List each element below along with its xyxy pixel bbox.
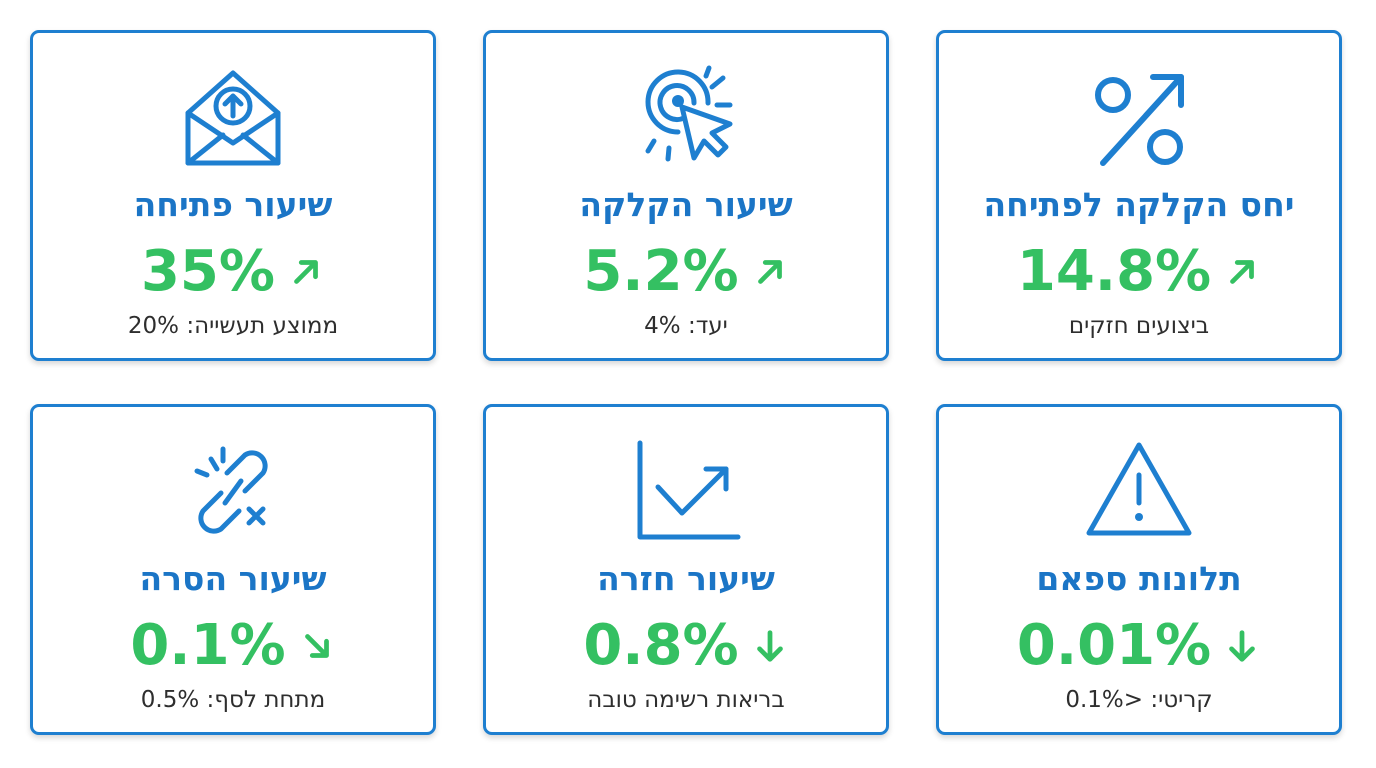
trend-up-arrow-icon <box>757 260 782 284</box>
value-row: 35% <box>33 237 433 307</box>
warning-triangle-icon <box>1079 437 1199 547</box>
metric-value: 35% <box>140 239 276 304</box>
card-title: שיעור חזרה <box>597 559 775 598</box>
metric-value: 0.01% <box>1016 613 1212 678</box>
broken-link-icon <box>173 437 293 547</box>
percent-arrow-icon <box>1079 63 1199 173</box>
bounce-rate-card: שיעור חזרה 0.8% בריאות רשימה טובה <box>483 404 889 735</box>
card-title: שיעור הסרה <box>139 559 327 598</box>
value-row: 5.2% <box>486 237 886 307</box>
metric-value: 5.2% <box>583 239 739 304</box>
click-cursor-icon <box>626 63 746 173</box>
card-subtitle: ממוצע תעשייה: 20% <box>127 313 339 339</box>
card-title: שיעור הקלקה <box>579 185 793 224</box>
trend-down-arrow-icon <box>1229 630 1255 662</box>
spam-complaints-card: תלונות ספאם 0.01% קריטי: <0.1% <box>936 404 1342 735</box>
metric-value: 14.8% <box>1016 239 1212 304</box>
value-row: 0.1% <box>33 611 433 681</box>
trend-down-arrow-icon <box>756 630 783 662</box>
card-subtitle: בריאות רשימה טובה <box>587 687 785 713</box>
card-subtitle: ביצועים חזקים <box>1068 313 1210 339</box>
metric-value: 0.8% <box>583 613 739 678</box>
trend-down-right-arrow-icon <box>304 634 329 658</box>
click-rate-card: שיעור הקלקה 5.2% יעד: 4% <box>483 30 889 361</box>
value-row: 14.8% <box>939 237 1339 307</box>
card-title: תלונות ספאם <box>1036 559 1242 598</box>
metric-value: 0.1% <box>130 613 286 678</box>
trend-up-arrow-icon <box>1230 260 1255 284</box>
value-row: 0.8% <box>486 611 886 681</box>
card-subtitle: יעד: 4% <box>644 313 728 339</box>
trend-chart-icon <box>626 437 746 547</box>
value-row: 0.01% <box>939 611 1339 681</box>
card-subtitle: מתחת לסף: 0.5% <box>140 687 326 713</box>
trend-up-arrow-icon <box>294 260 318 284</box>
open-envelope-upload-icon <box>173 63 293 173</box>
click-to-open-card: יחס הקלקה לפתיחה 14.8% ביצועים חזקים <box>936 30 1342 361</box>
open-rate-card: שיעור פתיחה 35% ממוצע תעשייה: 20% <box>30 30 436 361</box>
unsubscribe-rate-card: שיעור הסרה 0.1% מתחת לסף: 0.5% <box>30 404 436 735</box>
card-title: שיעור פתיחה <box>133 185 333 224</box>
card-subtitle: קריטי: <0.1% <box>1065 687 1213 713</box>
card-title: יחס הקלקה לפתיחה <box>983 185 1295 224</box>
